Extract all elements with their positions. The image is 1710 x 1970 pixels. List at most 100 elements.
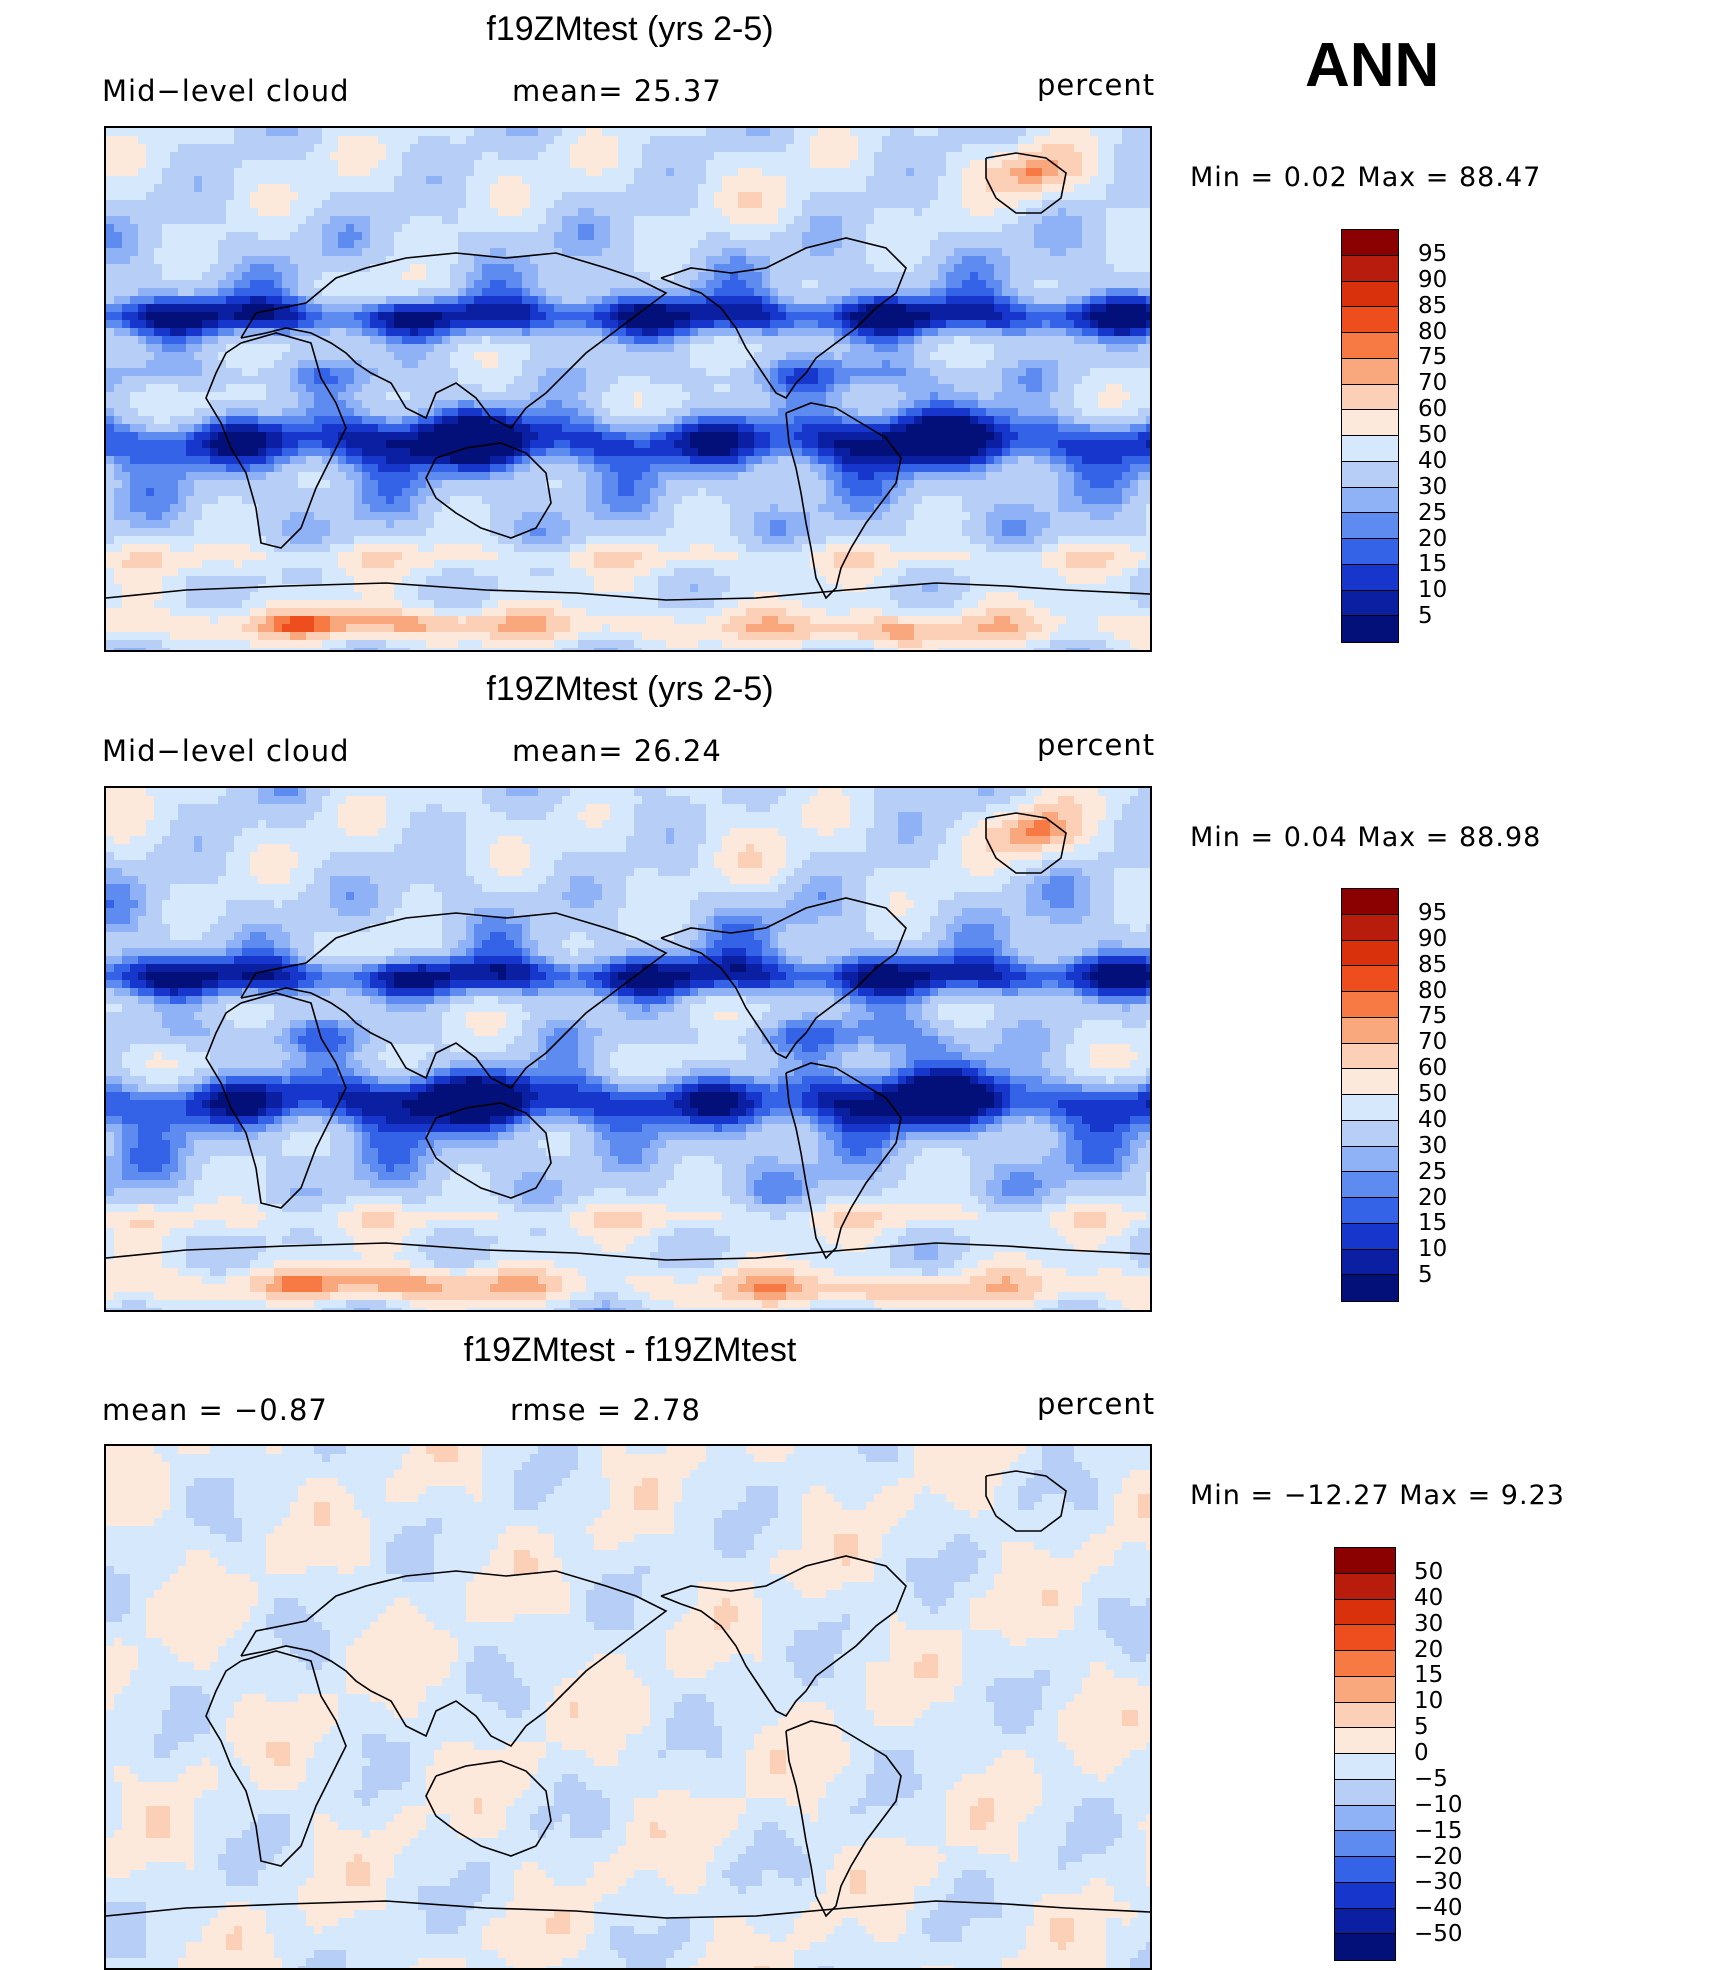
contour-cell: [626, 168, 635, 177]
contour-cell: [866, 280, 875, 289]
contour-cell: [626, 304, 635, 313]
contour-cell: [570, 248, 579, 257]
contour-cell: [186, 320, 195, 329]
contour-cell: [450, 256, 459, 265]
contour-cell: [298, 272, 307, 281]
contour-cell: [658, 192, 667, 201]
contour-cell: [714, 376, 723, 385]
contour-cell: [882, 328, 891, 337]
contour-cell: [674, 320, 683, 329]
contour-cell: [186, 240, 195, 249]
contour-cell: [706, 392, 715, 401]
contour-cell: [1082, 376, 1091, 385]
contour-cell: [1002, 352, 1011, 361]
contour-cell: [362, 336, 371, 345]
contour-cell: [1106, 416, 1115, 425]
contour-cell: [738, 408, 747, 417]
contour-cell: [106, 240, 115, 249]
contour-cell: [882, 392, 891, 401]
contour-cell: [282, 320, 291, 329]
contour-cell: [218, 208, 227, 217]
contour-cell: [314, 408, 323, 417]
contour-cell: [946, 296, 955, 305]
contour-cell: [1066, 216, 1075, 225]
contour-cell: [706, 208, 715, 217]
contour-cell: [818, 200, 827, 209]
contour-cell: [1122, 240, 1131, 249]
contour-cell: [738, 200, 747, 209]
contour-cell: [1074, 296, 1083, 305]
contour-cell: [762, 392, 771, 401]
contour-cell: [970, 192, 979, 201]
contour-cell: [954, 344, 963, 353]
contour-cell: [346, 328, 355, 337]
contour-cell: [842, 352, 851, 361]
contour-cell: [834, 240, 843, 249]
contour-cell: [362, 376, 371, 385]
contour-cell: [410, 128, 419, 137]
contour-cell: [578, 280, 587, 289]
contour-cell: [306, 368, 315, 377]
contour-cell: [162, 200, 171, 209]
contour-cell: [738, 312, 747, 321]
contour-cell: [890, 344, 899, 353]
contour-cell: [1018, 216, 1027, 225]
contour-cell: [290, 200, 299, 209]
contour-cell: [330, 240, 339, 249]
contour-cell: [194, 128, 203, 137]
contour-cell: [290, 280, 299, 289]
contour-cell: [698, 304, 707, 313]
contour-cell: [610, 376, 619, 385]
contour-cell: [258, 168, 267, 177]
contour-cell: [946, 288, 955, 297]
contour-cell: [1034, 344, 1043, 353]
contour-cell: [482, 336, 491, 345]
contour-cell: [506, 328, 515, 337]
contour-cell: [810, 352, 819, 361]
contour-cell: [178, 400, 187, 409]
contour-cell: [898, 160, 907, 169]
contour-cell: [1098, 376, 1107, 385]
contour-cell: [930, 288, 939, 297]
contour-cell: [602, 392, 611, 401]
contour-cell: [834, 200, 843, 209]
contour-cell: [450, 360, 459, 369]
contour-cell: [442, 312, 451, 321]
contour-cell: [266, 152, 275, 161]
contour-cell: [914, 264, 923, 273]
contour-cell: [522, 376, 531, 385]
contour-cell: [290, 272, 299, 281]
contour-cell: [914, 368, 923, 377]
contour-cell: [578, 424, 587, 433]
contour-cell: [946, 168, 955, 177]
contour-cell: [602, 168, 611, 177]
contour-cell: [714, 312, 723, 321]
contour-cell: [1050, 216, 1059, 225]
contour-cell: [138, 312, 147, 321]
contour-cell: [954, 160, 963, 169]
contour-cell: [482, 360, 491, 369]
contour-cell: [146, 216, 155, 225]
contour-cell: [402, 336, 411, 345]
contour-cell: [962, 296, 971, 305]
contour-cell: [466, 296, 475, 305]
contour-cell: [794, 400, 803, 409]
contour-cell: [642, 192, 651, 201]
contour-cell: [378, 240, 387, 249]
contour-cell: [834, 248, 843, 257]
contour-cell: [1042, 320, 1051, 329]
contour-cell: [714, 216, 723, 225]
contour-cell: [578, 272, 587, 281]
contour-cell: [530, 288, 539, 297]
contour-cell: [490, 320, 499, 329]
contour-cell: [434, 232, 443, 241]
contour-cell: [586, 168, 595, 177]
contour-cell: [106, 160, 115, 169]
contour-cell: [922, 144, 931, 153]
contour-cell: [610, 344, 619, 353]
contour-cell: [354, 184, 363, 193]
contour-cell: [426, 152, 435, 161]
contour-cell: [138, 232, 147, 241]
contour-cell: [1130, 360, 1139, 369]
contour-cell: [170, 240, 179, 249]
